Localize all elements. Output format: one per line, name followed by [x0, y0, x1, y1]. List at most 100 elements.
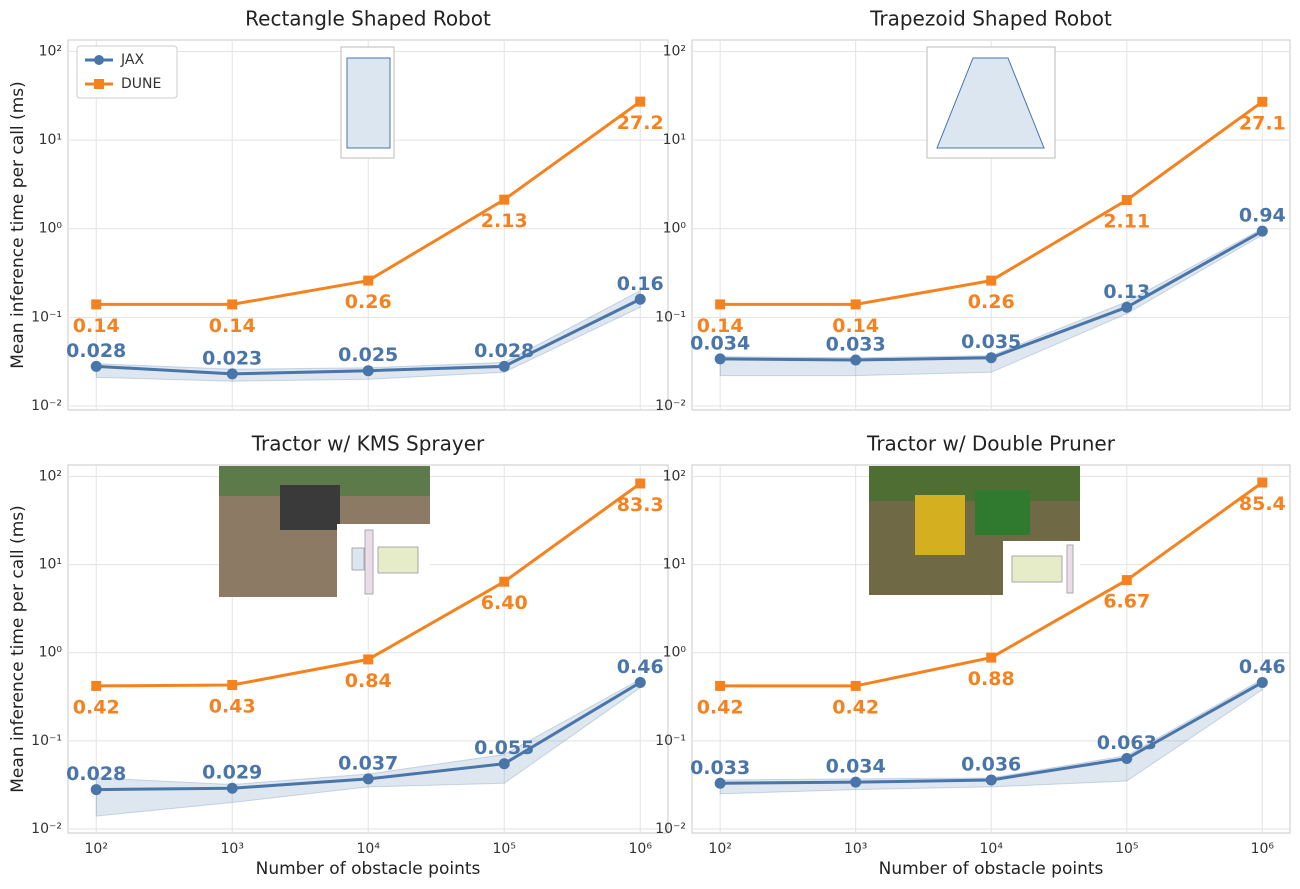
- data-label: 0.063: [1097, 732, 1157, 754]
- panel-title: Tractor w/ Double Pruner: [866, 432, 1116, 456]
- y-tick-label: 10⁰: [663, 645, 687, 661]
- data-label: 0.025: [338, 344, 398, 366]
- data-label: 0.88: [968, 668, 1015, 690]
- marker: [1121, 753, 1133, 765]
- data-label: 0.14: [73, 315, 120, 337]
- y-tick-label: 10⁰: [39, 221, 63, 237]
- marker: [227, 299, 238, 310]
- y-tick-label: 10¹: [663, 557, 686, 573]
- panel-title: Rectangle Shaped Robot: [245, 7, 491, 31]
- marker: [635, 478, 646, 489]
- marker: [1257, 477, 1268, 488]
- data-label: 85.4: [1239, 493, 1286, 515]
- data-label: 0.023: [202, 347, 262, 369]
- marker: [635, 96, 646, 107]
- marker: [634, 676, 646, 688]
- x-axis-label: Number of obstacle points: [879, 859, 1104, 879]
- pruner-photo: [869, 466, 1080, 595]
- x-tick-label: 10⁵: [1115, 841, 1138, 857]
- sprayer-photo: [219, 466, 430, 597]
- y-tick-label: 10⁻²: [655, 821, 686, 837]
- x-tick-label: 10³: [844, 841, 867, 857]
- data-label: 27.1: [1239, 112, 1286, 134]
- marker: [91, 299, 102, 310]
- data-label: 0.035: [961, 331, 1021, 353]
- y-tick-label: 10⁻²: [655, 398, 686, 414]
- marker: [985, 352, 997, 364]
- data-label: 0.13: [1103, 281, 1150, 303]
- marker: [850, 776, 862, 788]
- marker: [1256, 225, 1268, 237]
- data-label: 0.46: [1239, 656, 1286, 678]
- marker: [498, 758, 510, 770]
- data-label: 0.16: [617, 273, 664, 295]
- data-label: 0.033: [826, 334, 886, 356]
- data-label: 6.40: [481, 592, 528, 614]
- marker: [363, 275, 374, 286]
- y-tick-label: 10²: [39, 44, 62, 60]
- marker: [1121, 301, 1133, 313]
- x-tick-label: 10⁴: [980, 841, 1004, 857]
- panel-title: Tractor w/ KMS Sprayer: [251, 432, 485, 456]
- data-label: 0.42: [832, 696, 879, 718]
- confidence-band: [95, 289, 641, 382]
- marker: [634, 293, 646, 305]
- data-label: 2.11: [1103, 211, 1150, 233]
- marker: [226, 782, 238, 794]
- marker: [850, 354, 862, 366]
- marker: [363, 654, 374, 665]
- y-tick-label: 10¹: [39, 132, 62, 148]
- data-label: 0.46: [617, 656, 664, 678]
- legend-marker: [94, 79, 104, 89]
- marker: [714, 777, 726, 789]
- legend-label: DUNE: [121, 76, 161, 92]
- insets: [219, 46, 1080, 597]
- marker: [714, 353, 726, 365]
- data-label: 0.036: [961, 753, 1021, 775]
- rectangle-robot: [346, 57, 391, 149]
- y-tick-label: 10¹: [39, 557, 62, 573]
- data-label: 0.26: [968, 291, 1015, 313]
- y-tick-label: 10⁰: [663, 221, 687, 237]
- x-tick-label: 10⁶: [1251, 841, 1275, 857]
- trapezoid-robot: [936, 57, 1045, 149]
- legend-marker: [94, 55, 104, 65]
- legend-label: JAX: [120, 52, 144, 68]
- y-tick-label: 10⁻¹: [655, 309, 686, 325]
- data-label: 0.42: [73, 696, 120, 718]
- data-label: 2.13: [481, 210, 528, 232]
- y-tick-label: 10²: [39, 468, 62, 484]
- x-tick-label: 10⁶: [629, 841, 653, 857]
- marker: [499, 194, 510, 205]
- x-tick-label: 10⁵: [493, 841, 516, 857]
- marker: [986, 275, 997, 286]
- data-label: 0.26: [345, 291, 392, 313]
- y-tick-label: 10⁻²: [31, 821, 62, 837]
- confidence-band: [719, 678, 1263, 795]
- marker: [362, 773, 374, 785]
- data-label: 0.055: [474, 737, 534, 759]
- marker: [1121, 575, 1132, 586]
- data-label: 0.42: [697, 696, 744, 718]
- data-label: 0.84: [345, 670, 392, 692]
- marker: [850, 680, 861, 691]
- marker: [985, 774, 997, 786]
- data-label: 0.43: [209, 696, 256, 718]
- data-label: 27.2: [617, 112, 664, 134]
- marker: [226, 368, 238, 380]
- data-label: 0.14: [832, 315, 879, 337]
- x-tick-label: 10⁴: [357, 841, 381, 857]
- data-label: 6.67: [1103, 591, 1150, 613]
- y-tick-label: 10⁰: [39, 645, 63, 661]
- data-label: 0.037: [338, 752, 398, 774]
- y-tick-label: 10⁻¹: [655, 733, 686, 749]
- marker: [498, 360, 510, 372]
- data-label: 0.033: [690, 757, 750, 779]
- marker: [850, 299, 861, 310]
- data-label: 0.14: [209, 315, 256, 337]
- data-label: 0.034: [690, 332, 750, 354]
- data-label: 83.3: [617, 494, 664, 516]
- marker: [90, 360, 102, 372]
- marker: [986, 652, 997, 663]
